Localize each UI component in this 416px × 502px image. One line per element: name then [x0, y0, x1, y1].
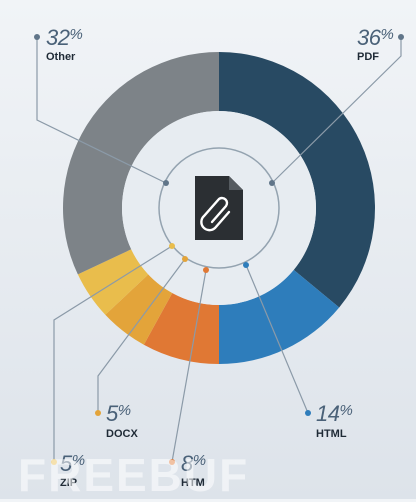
percent-value: 14	[316, 401, 340, 426]
label-dot-htm	[169, 459, 175, 465]
label-dot-docx	[95, 410, 101, 416]
percent-sign: %	[380, 26, 394, 43]
watermark: FREEBUF	[18, 449, 250, 501]
percent-value: 5	[106, 401, 118, 426]
percent-sign: %	[339, 402, 353, 419]
label-dot-zip	[51, 459, 57, 465]
percent-label-zip: 5%	[60, 453, 85, 475]
leader-line-zip	[53, 245, 173, 462]
category-label-docx: DOCX	[106, 428, 138, 440]
percent-sign: %	[71, 452, 85, 469]
percent-value: 32	[46, 25, 70, 50]
label-dot-pdf	[398, 34, 404, 40]
inner-ring	[158, 147, 280, 269]
leader-line-htm	[171, 269, 207, 463]
slice-html	[219, 269, 340, 364]
leader-line-html	[245, 264, 309, 414]
percent-label-html: 14%	[316, 401, 353, 426]
percent-sign: %	[117, 402, 131, 419]
ring-dot-pdf	[269, 180, 275, 186]
slice-pdf	[219, 52, 376, 308]
attachment-file-icon	[195, 176, 243, 240]
percent-sign: %	[192, 452, 206, 469]
percent-value: 36	[357, 25, 381, 50]
leader-line-docx	[97, 258, 186, 413]
category-label-pdf: PDF	[357, 51, 379, 63]
percent-label-pdf: 36%	[357, 25, 394, 50]
percent-label-docx: 5%	[106, 403, 131, 425]
ring-dot-other	[163, 180, 169, 186]
category-label-zip: ZIP	[60, 477, 78, 489]
ring-dot-htm	[203, 267, 209, 273]
leader-line-other	[36, 37, 167, 184]
category-label-html: HTML	[316, 428, 347, 440]
percent-value: 8	[181, 451, 193, 476]
label-dot-html	[305, 410, 311, 416]
percent-value: 5	[60, 451, 72, 476]
ring-dot-html	[243, 262, 249, 268]
slice-docx	[105, 274, 173, 345]
label-dot-other	[34, 34, 40, 40]
slice-htm	[143, 293, 219, 364]
percent-label-other: 32%	[46, 25, 83, 50]
leader-line-pdf	[271, 37, 402, 184]
percent-sign: %	[69, 26, 83, 43]
ring-dot-zip	[169, 243, 175, 249]
slice-zip	[77, 249, 149, 315]
slice-other	[62, 51, 220, 275]
category-label-htm: HTM	[181, 477, 205, 489]
category-label-other: Other	[46, 51, 76, 63]
ring-dot-docx	[182, 256, 188, 262]
percent-label-htm: 8%	[181, 453, 206, 475]
